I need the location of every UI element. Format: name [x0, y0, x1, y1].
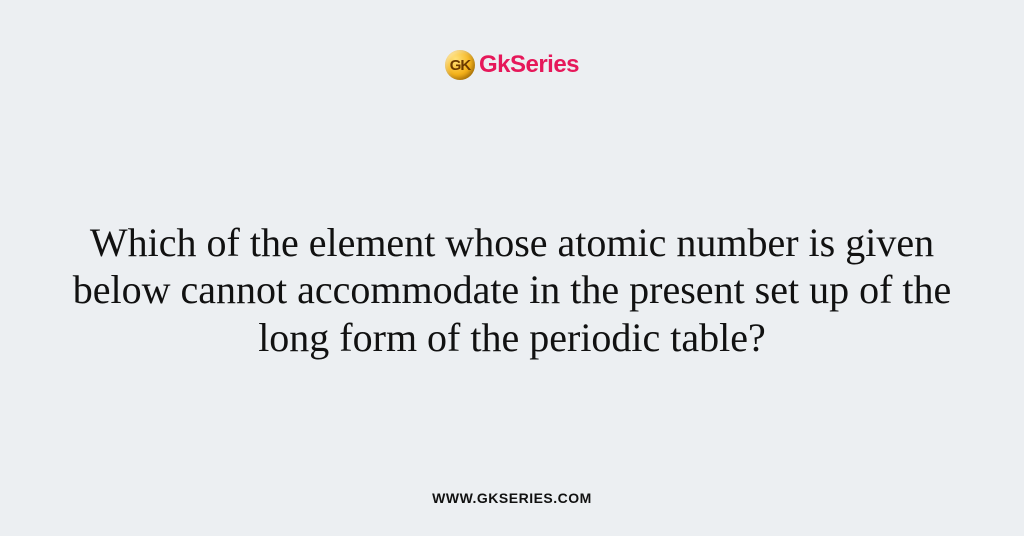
brand-name: GkSeries [479, 51, 579, 79]
question-text: Which of the element whose atomic number… [72, 219, 952, 361]
footer-url: WWW.GKSERIES.COM [432, 490, 592, 506]
logo-badge-icon: GK [445, 50, 475, 80]
logo-badge-text: GK [450, 57, 471, 74]
brand-logo: GK GkSeries [445, 50, 579, 80]
